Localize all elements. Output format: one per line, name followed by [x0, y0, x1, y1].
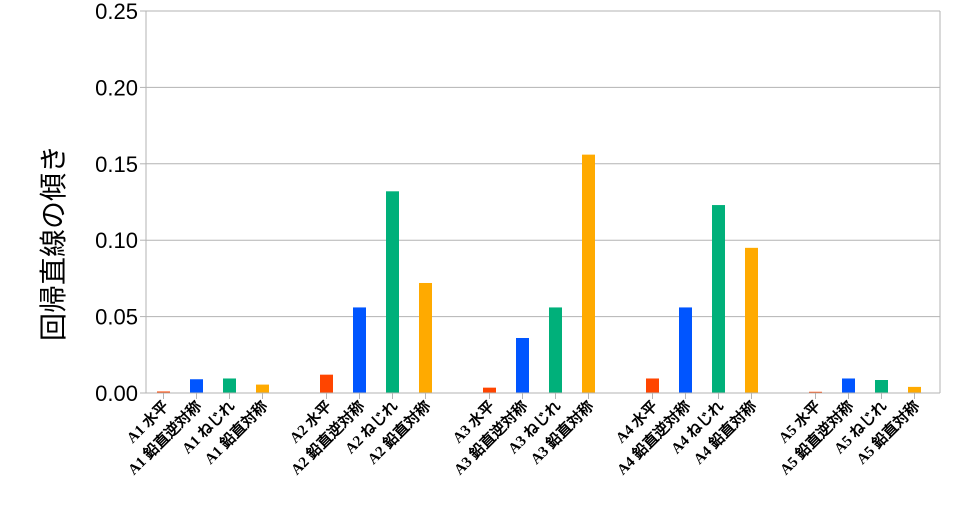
y-tick-label: 0.15 [95, 152, 138, 177]
bar [908, 386, 921, 393]
gridlines [146, 10, 940, 318]
y-tick-label: 0.05 [95, 305, 138, 330]
bar [745, 247, 758, 393]
bar [549, 307, 562, 393]
bar [320, 374, 333, 393]
bar [157, 391, 170, 393]
bar [875, 380, 888, 393]
bar [646, 378, 659, 393]
bar [386, 191, 399, 393]
bar [483, 387, 496, 393]
y-tick-label: 0.20 [95, 75, 138, 100]
bar [712, 205, 725, 393]
bar [679, 307, 692, 393]
bars [157, 154, 921, 393]
y-axis-title: 回帰直線の傾き [37, 145, 70, 341]
y-tick-label: 0.25 [95, 0, 138, 24]
bar [516, 337, 529, 393]
bar [256, 384, 269, 393]
bar [582, 154, 595, 393]
bar [809, 391, 822, 393]
bar [190, 379, 203, 393]
bar [419, 282, 432, 393]
y-tick-label: 0.10 [95, 228, 138, 253]
bar [842, 378, 855, 393]
y-tick-label: 0.00 [95, 381, 138, 406]
y-axis-ticks: 0.00 0.05 0.10 0.15 0.20 0.25 [95, 0, 146, 406]
bar [223, 378, 236, 393]
bar [353, 307, 366, 393]
